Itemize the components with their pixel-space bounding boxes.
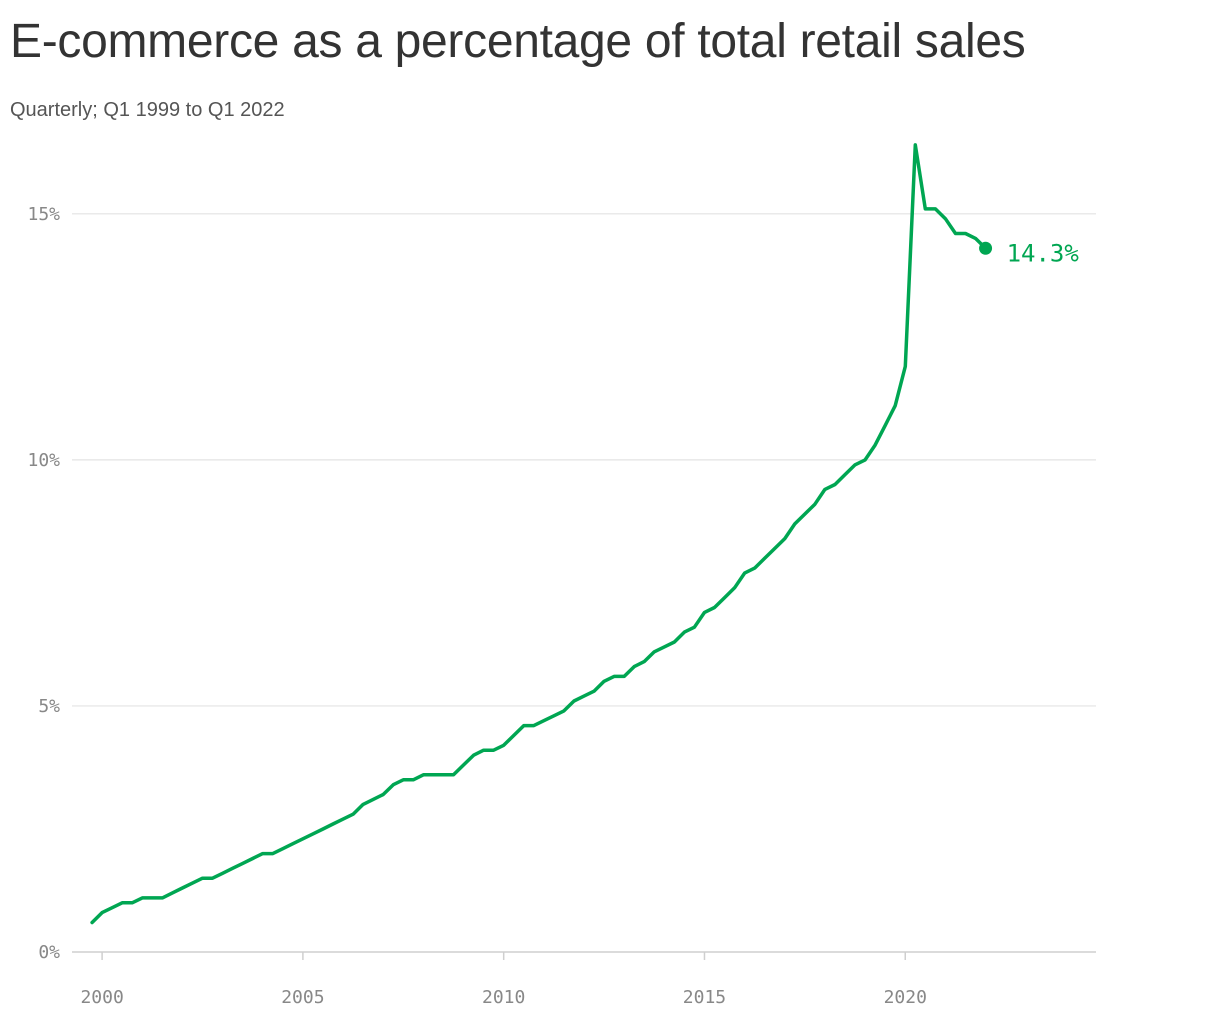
chart-title: E-commerce as a percentage of total reta… xyxy=(10,15,1026,68)
axes: 0% 5% 10% 15% 2000 2005 2010 2015 2020 xyxy=(27,204,926,1008)
x-tick-label-2020: 2020 xyxy=(884,987,927,1008)
x-tick-label-2000: 2000 xyxy=(80,987,123,1008)
series-group: 14.3% xyxy=(90,143,1079,925)
end-value-label: 14.3% xyxy=(1007,239,1080,267)
series-line-ecommerce-share xyxy=(90,143,988,925)
x-tick-label-2015: 2015 xyxy=(683,987,726,1008)
y-tick-label-0%: 0% xyxy=(38,942,60,963)
y-tick-label-15%: 15% xyxy=(27,204,60,225)
chart-subtitle: Quarterly; Q1 1999 to Q1 2022 xyxy=(10,99,285,121)
x-tick-label-2005: 2005 xyxy=(281,987,324,1008)
x-tick-label-2010: 2010 xyxy=(482,987,525,1008)
y-tick-label-10%: 10% xyxy=(27,450,60,471)
grid-lines xyxy=(72,213,1096,953)
y-tick-label-5%: 5% xyxy=(38,696,60,717)
end-point-marker xyxy=(979,241,993,255)
